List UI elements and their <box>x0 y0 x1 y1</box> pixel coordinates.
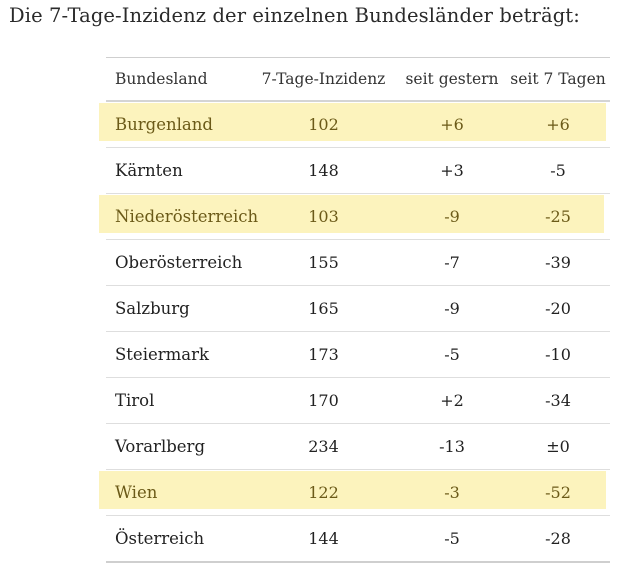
table-row: Vorarlberg 234 -13 ±0 <box>106 424 610 470</box>
cell-seit-gestern: -3 <box>444 483 460 502</box>
cell-inzidenz: 234 <box>308 437 339 456</box>
table-row: Burgenland 102 +6 +6 <box>99 102 610 148</box>
cell-seit-gestern: +6 <box>440 115 464 134</box>
cell-seit-7-tagen: -28 <box>545 529 571 548</box>
table-row: Kärnten 148 +3 -5 <box>106 148 610 194</box>
header-inzidenz: 7-Tage-Inzidenz <box>261 70 386 88</box>
cell-bundesland: Burgenland <box>115 115 213 134</box>
cell-seit-7-tagen: +6 <box>546 115 570 134</box>
cell-inzidenz: 144 <box>308 529 339 548</box>
cell-inzidenz: 148 <box>308 161 339 180</box>
cell-bundesland: Österreich <box>115 529 205 548</box>
cell-bundesland: Wien <box>115 483 158 502</box>
cell-seit-7-tagen: -20 <box>545 299 571 318</box>
cell-seit-gestern: +2 <box>440 391 464 410</box>
cell-seit-gestern: -7 <box>444 253 460 272</box>
cell-seit-7-tagen: ±0 <box>546 437 570 456</box>
cell-inzidenz: 170 <box>308 391 339 410</box>
cell-seit-gestern: -5 <box>444 345 460 364</box>
table-row: Steiermark 173 -5 -10 <box>106 332 610 378</box>
cell-seit-gestern: -9 <box>444 299 460 318</box>
cell-seit-7-tagen: -52 <box>545 483 571 502</box>
table-header-row: Bundesland 7-Tage-Inzidenz seit gestern … <box>106 58 610 102</box>
header-seit-gestern: seit gestern <box>405 70 499 88</box>
row-highlight <box>99 195 604 233</box>
cell-bundesland: Vorarlberg <box>115 437 206 456</box>
row-highlight <box>99 471 606 509</box>
cell-seit-gestern: +3 <box>440 161 464 180</box>
cell-inzidenz: 122 <box>308 483 339 502</box>
row-highlight <box>99 103 606 141</box>
header-bundesland: Bundesland <box>115 70 208 88</box>
cell-seit-7-tagen: -39 <box>545 253 571 272</box>
cell-bundesland: Oberösterreich <box>115 253 243 272</box>
cell-bundesland: Salzburg <box>115 299 190 318</box>
cell-seit-7-tagen: -10 <box>545 345 571 364</box>
table-row: Oberösterreich 155 -7 -39 <box>106 240 610 286</box>
cell-seit-7-tagen: -25 <box>545 207 571 226</box>
cell-bundesland: Niederösterreich <box>115 207 259 226</box>
page-heading: Die 7-Tage-Inzidenz der einzelnen Bundes… <box>9 4 580 27</box>
cell-seit-7-tagen: -5 <box>550 161 566 180</box>
cell-inzidenz: 102 <box>308 115 339 134</box>
cell-seit-gestern: -5 <box>444 529 460 548</box>
cell-inzidenz: 173 <box>308 345 339 364</box>
table-row: Tirol 170 +2 -34 <box>106 378 610 424</box>
cell-bundesland: Steiermark <box>115 345 209 364</box>
cell-seit-gestern: -9 <box>444 207 460 226</box>
table-row: Österreich 144 -5 -28 <box>106 516 610 563</box>
header-seit-7-tagen: seit 7 Tagen <box>510 70 606 88</box>
table-row: Niederösterreich 103 -9 -25 <box>99 194 610 240</box>
cell-seit-gestern: -13 <box>439 437 465 456</box>
cell-inzidenz: 155 <box>308 253 339 272</box>
table-row: Wien 122 -3 -52 <box>99 470 610 516</box>
cell-inzidenz: 103 <box>308 207 339 226</box>
cell-bundesland: Kärnten <box>115 161 183 180</box>
cell-inzidenz: 165 <box>308 299 339 318</box>
cell-bundesland: Tirol <box>115 391 155 410</box>
cell-seit-7-tagen: -34 <box>545 391 571 410</box>
table-top-rule <box>106 57 610 58</box>
table-row: Salzburg 165 -9 -20 <box>106 286 610 332</box>
